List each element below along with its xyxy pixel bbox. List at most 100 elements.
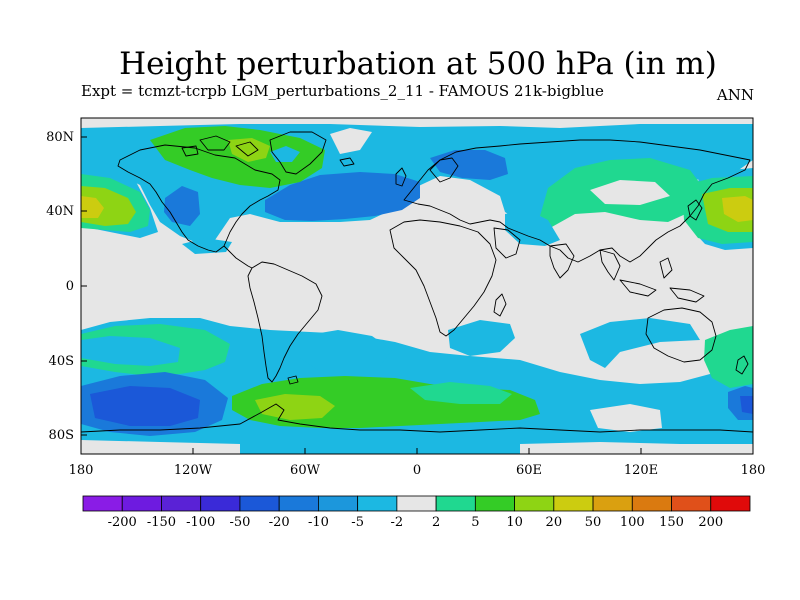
coast-uk: [395, 167, 407, 187]
season-label: ANN: [716, 86, 754, 104]
lon-axis: 180 120W 60W 0 60E 120E 180: [69, 448, 766, 478]
coast-antarctica: [81, 403, 753, 433]
lon-label: 60W: [290, 463, 321, 478]
colorbar-swatch: [357, 495, 398, 512]
coast-australia: [645, 307, 717, 363]
colorbar-swatch: [514, 495, 555, 512]
contour-antarctic-gap-3: [520, 442, 753, 454]
lon-label: 180: [741, 463, 766, 478]
colorbar-swatch: [239, 495, 280, 512]
lat-label: 40N: [46, 204, 74, 219]
experiment-subtitle: Expt = tcmzt-tcrpb LGM_perturbations_2_1…: [81, 82, 604, 100]
coast-madagascar: [493, 293, 507, 317]
colorbar-swatch: [278, 495, 319, 512]
map-panel: [81, 118, 753, 454]
contour-south-atlantic-aqua: [410, 382, 512, 404]
colorbar-label: 100: [620, 515, 645, 530]
contour-subtropic-cyan: [505, 210, 560, 246]
lat-label: 80N: [46, 130, 74, 145]
colorbar: -200 -150 -100 -50 -20 -10 -5 -2 2 5 10 20 50 100 150 2…: [82, 495, 751, 530]
contour-atlantic-blue: [265, 172, 420, 221]
lon-label: 120W: [174, 463, 213, 478]
colorbar-swatch: [435, 495, 476, 512]
colorbar-swatch: [592, 495, 633, 512]
colorbar-label: 50: [585, 515, 602, 530]
colorbar-label: 200: [698, 515, 723, 530]
coast-japan: [687, 199, 703, 221]
contour-greenland-green: [150, 126, 325, 188]
colorbar-swatch: [82, 495, 123, 512]
lon-label: 120E: [624, 463, 658, 478]
coast-se-asia: [599, 249, 705, 303]
colorbar-label: -2: [391, 515, 404, 530]
map-title: Height perturbation at 500 hPa (in m): [119, 46, 717, 82]
colorbar-label: -5: [351, 515, 364, 530]
colorbar-swatch: [161, 495, 202, 512]
coast-iceland: [339, 157, 355, 167]
colorbar-label: -10: [308, 515, 329, 530]
contour-fills: [81, 124, 753, 454]
coastlines: [81, 131, 753, 433]
coast-canadian-islands: [181, 135, 259, 157]
coast-india: [549, 243, 575, 279]
contour-south-pacific-cyan-inner: [81, 336, 180, 366]
colorbar-label: -100: [186, 515, 215, 530]
colorbar-swatch: [553, 495, 594, 512]
lon-label: 0: [413, 463, 421, 478]
contour-indian-gap: [620, 340, 700, 378]
contour-se-deep-blue: [740, 396, 753, 414]
contour-antarctic-gap-1: [590, 404, 662, 432]
lat-label: 40S: [49, 354, 74, 369]
colorbar-swatch: [671, 495, 712, 512]
contour-west-pacific-gold: [81, 196, 104, 218]
coast-eurasia: [403, 139, 751, 263]
colorbar-label: -150: [147, 515, 176, 530]
lon-label: 180: [69, 463, 94, 478]
colorbar-swatch: [318, 495, 359, 512]
coast-north-america: [117, 144, 281, 253]
contour-south-indian-cyan: [580, 318, 700, 368]
contour-s-atlantic-cyan-pocket: [300, 330, 392, 372]
contour-east-pacific-gold: [722, 196, 753, 222]
coast-falklands: [287, 375, 299, 385]
contour-greenland-yellow: [228, 138, 270, 162]
contour-pacific-blue: [164, 186, 200, 226]
coast-south-america: [247, 261, 323, 383]
coast-africa: [389, 219, 497, 337]
lat-tick-marks: [81, 136, 87, 436]
contour-antarctic-gap-2: [81, 440, 240, 454]
colorbar-swatch: [121, 495, 162, 512]
coast-greenland: [269, 131, 327, 175]
colorbar-label: 10: [506, 515, 523, 530]
colorbar-swatch: [474, 495, 515, 512]
colorbar-swatch: [710, 495, 751, 512]
colorbar-label: 150: [659, 515, 684, 530]
contour-south-atlantic-yellow: [255, 394, 335, 420]
lon-tick-marks: [80, 448, 754, 454]
coast-new-zealand: [735, 355, 749, 375]
colorbar-label: -200: [108, 515, 137, 530]
contour-asia-blue: [430, 150, 508, 180]
contour-sw-pacific-green: [704, 326, 753, 388]
contour-s-indian-cyan-pocket: [448, 320, 515, 356]
colorbar-swatch: [631, 495, 672, 512]
colorbar-swatch: [396, 495, 437, 512]
contour-antarctic-deep-blue: [90, 386, 200, 426]
lat-axis: 80N 40N 0 40S 80S: [46, 130, 87, 443]
contour-greenland-cyan: [270, 146, 300, 162]
lat-label: 80S: [49, 428, 74, 443]
contour-ne-atlantic-gap: [330, 128, 372, 154]
coast-central-america: [223, 245, 253, 269]
colorbar-swatch: [200, 495, 241, 512]
contour-central-asia-gap: [590, 180, 670, 205]
colorbar-label: 5: [471, 515, 479, 530]
coast-arabia: [493, 227, 521, 259]
colorbar-label: 2: [432, 515, 440, 530]
coast-scandinavia: [429, 157, 459, 183]
colorbar-label: -50: [229, 515, 250, 530]
lon-label: 60E: [516, 463, 542, 478]
lat-label: 0: [66, 279, 74, 294]
colorbar-label: 20: [546, 515, 563, 530]
contour-mexico-cyan: [182, 238, 232, 254]
